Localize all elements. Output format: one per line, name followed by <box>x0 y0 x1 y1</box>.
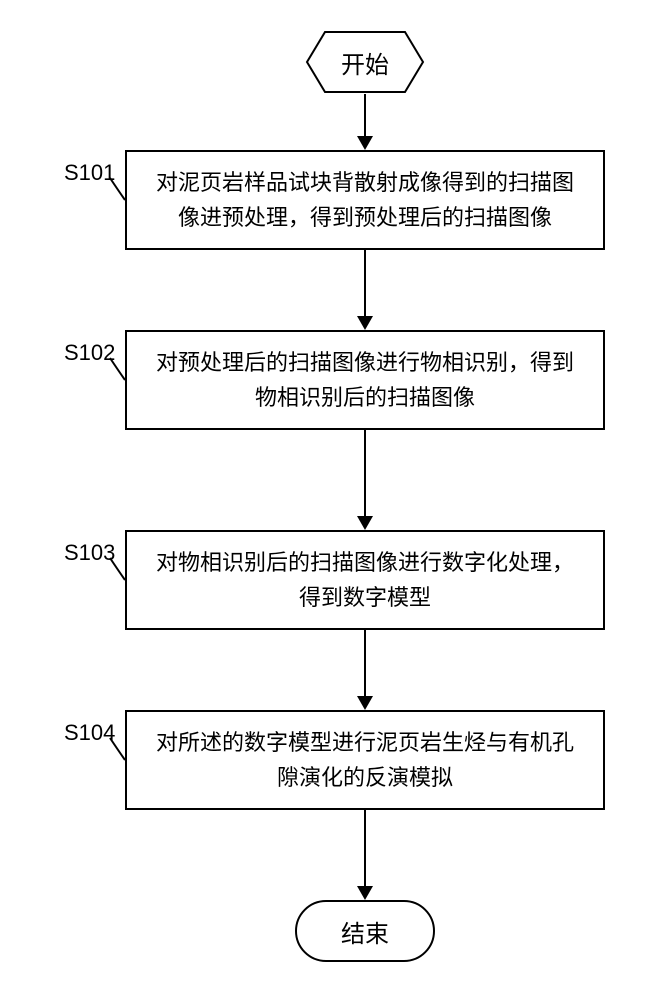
start-label: 开始 <box>341 45 389 80</box>
flowchart-canvas: 开始 S101 对泥页岩样品试块背散射成像得到的扫描图像进预处理，得到预处理后的… <box>0 0 659 1000</box>
label-connector-s101 <box>0 0 659 1000</box>
